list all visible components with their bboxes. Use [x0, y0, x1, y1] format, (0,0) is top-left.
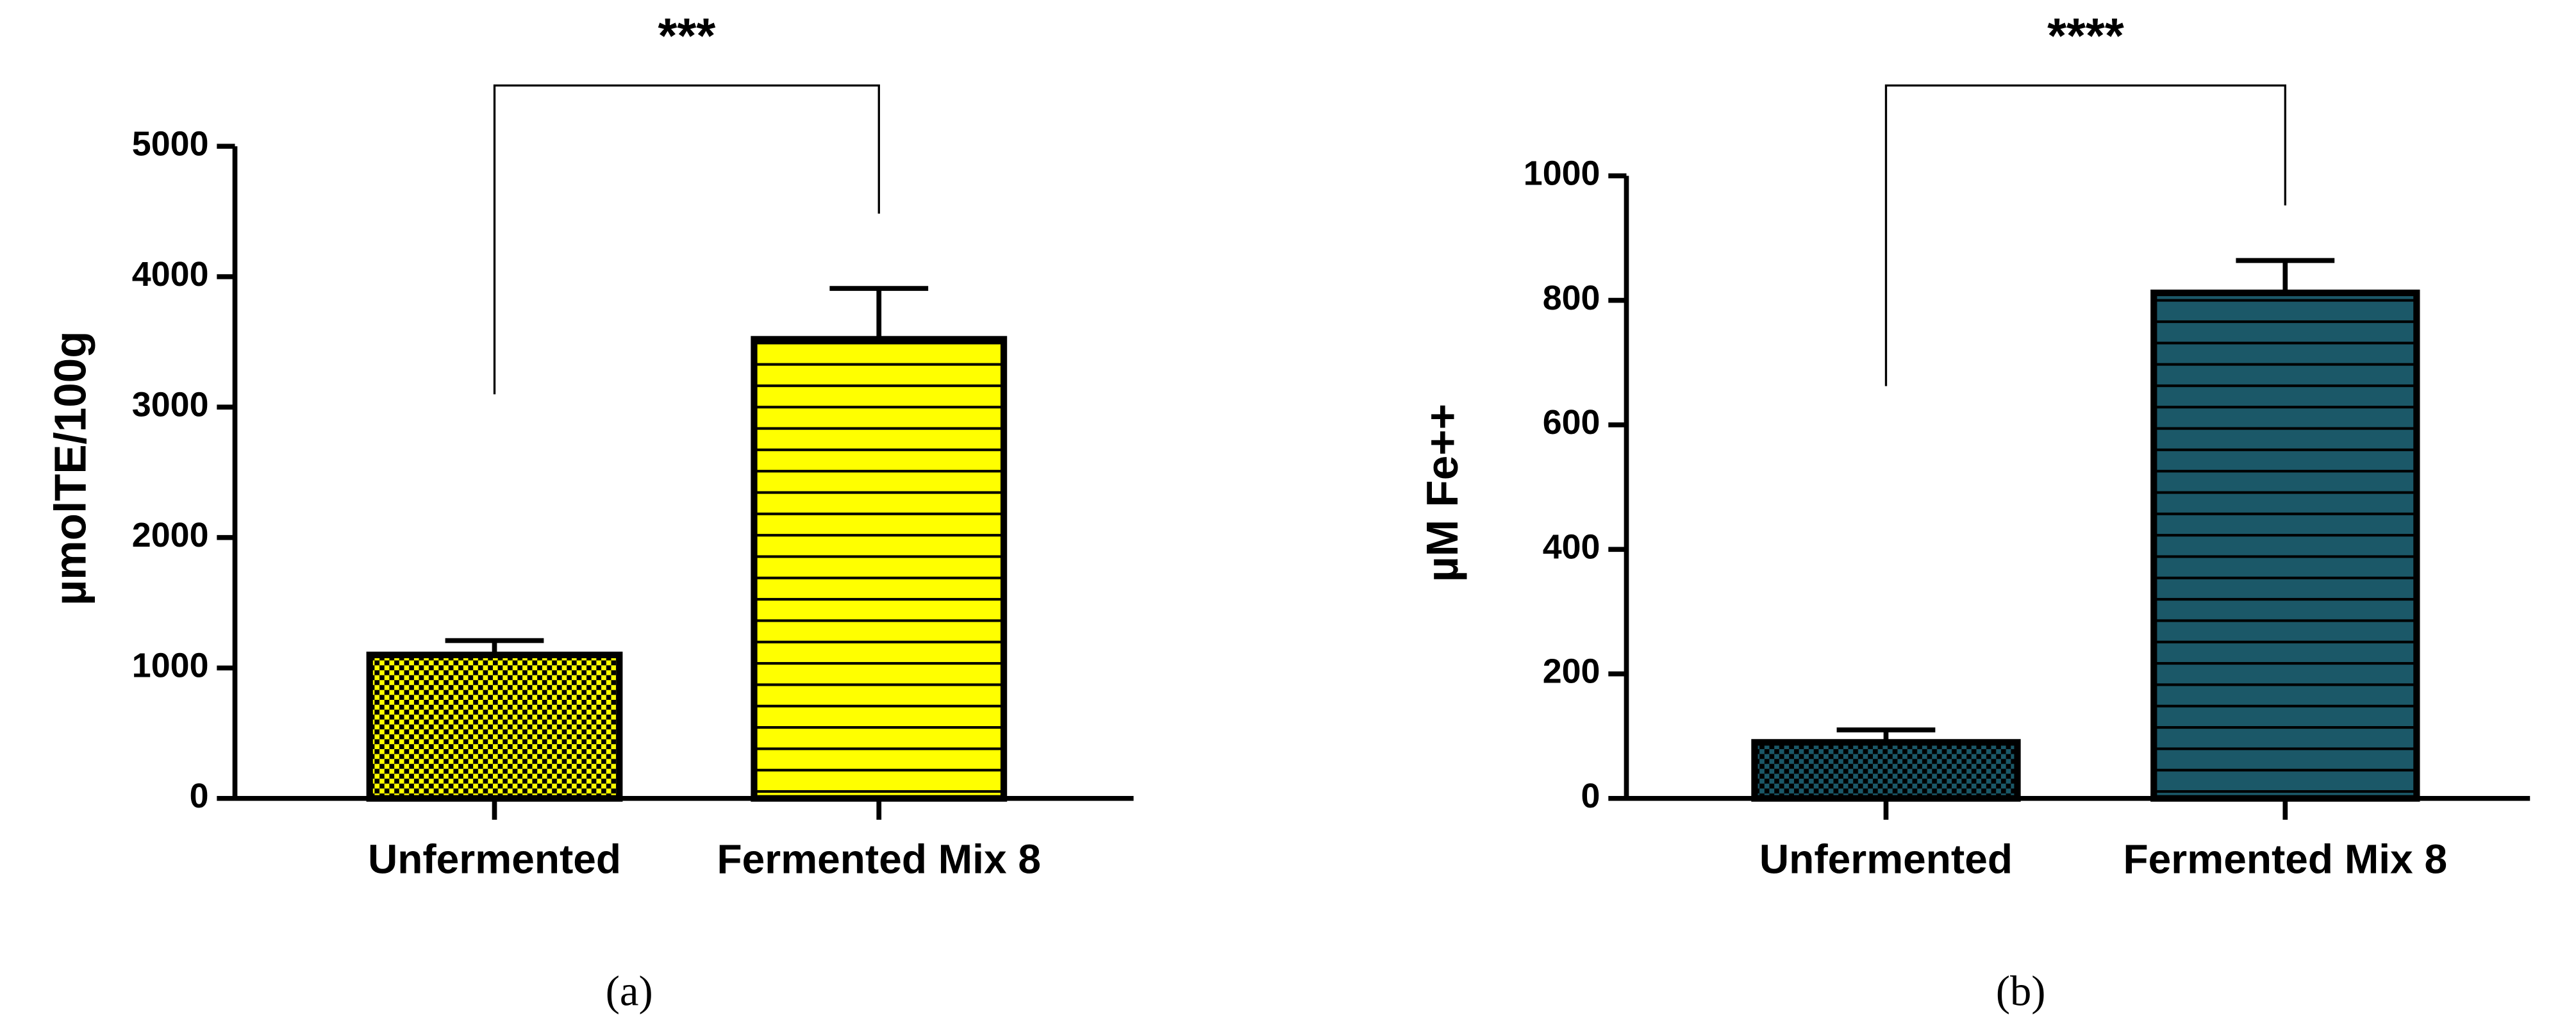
- significance-bracket: [1884, 84, 2286, 386]
- bar: [1751, 739, 2021, 802]
- y-tick-label: 400: [1543, 527, 1600, 566]
- y-tick-label: 1000: [132, 647, 209, 685]
- x-tick-label: Fermented Mix 8: [2123, 836, 2448, 882]
- bar: [366, 651, 623, 802]
- x-tick-label: Unfermented: [368, 836, 621, 882]
- panel-caption: (b): [1996, 968, 2046, 1015]
- y-tick-label: 800: [1543, 279, 1600, 317]
- x-tick-label: Unfermented: [1759, 836, 2013, 882]
- y-tick-label: 2000: [132, 516, 209, 554]
- panel-caption: (a): [606, 968, 653, 1015]
- significance-label: ****: [2047, 8, 2124, 63]
- significance-bracket: [493, 84, 880, 395]
- bar: [751, 336, 1008, 802]
- y-tick-label: 0: [190, 777, 209, 815]
- significance-label: ***: [658, 8, 716, 63]
- y-tick-label: 3000: [132, 385, 209, 424]
- y-tick-label: 0: [1581, 777, 1600, 815]
- y-axis-label: µM Fe++: [1417, 404, 1467, 582]
- x-tick-label: Fermented Mix 8: [717, 836, 1042, 882]
- y-tick-label: 1000: [1524, 154, 1600, 193]
- y-tick-label: 4000: [132, 255, 209, 294]
- y-tick-label: 600: [1543, 403, 1600, 442]
- bar: [2150, 289, 2420, 802]
- y-axis-label: µmolTE/100g: [46, 331, 96, 606]
- y-tick-label: 200: [1543, 652, 1600, 691]
- y-tick-label: 5000: [132, 124, 209, 163]
